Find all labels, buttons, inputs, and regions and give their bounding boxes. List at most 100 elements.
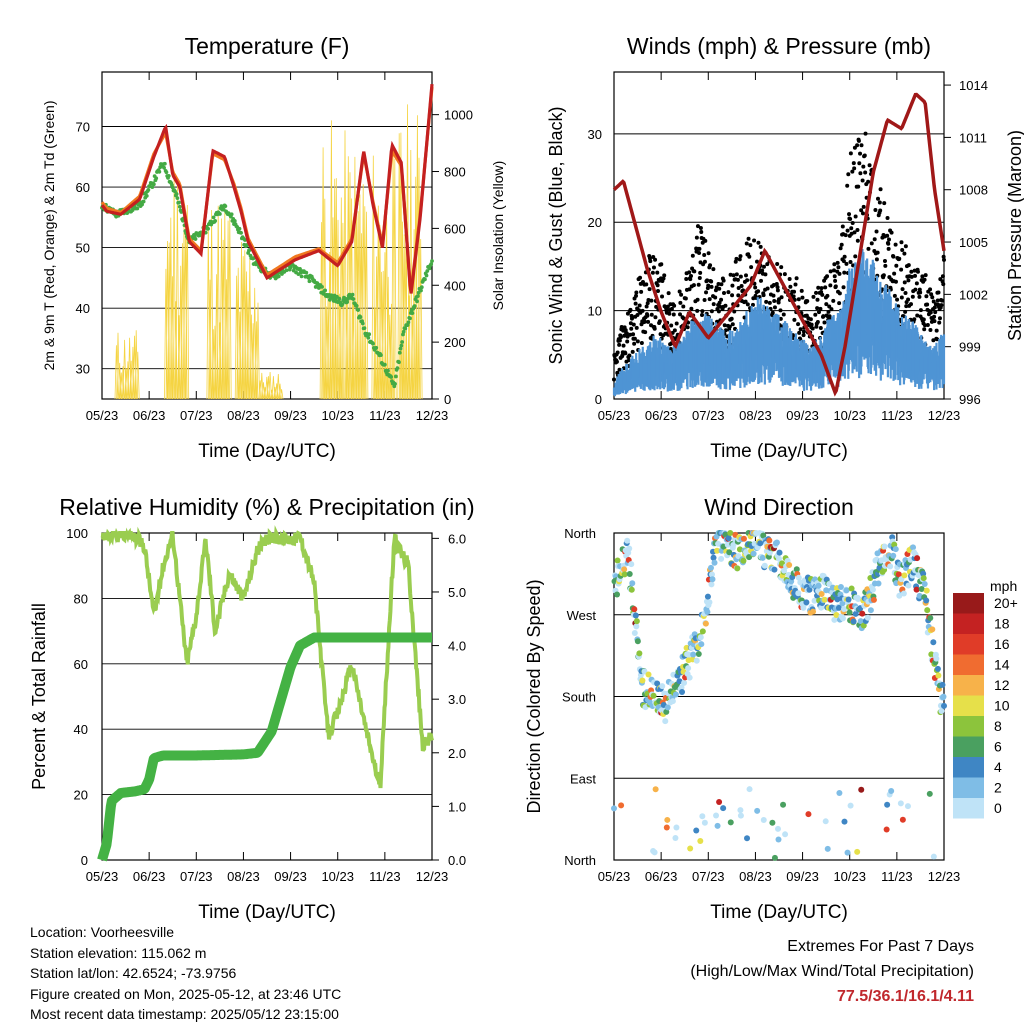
gust-point: [661, 276, 666, 281]
extremes-values: 77.5/36.1/16.1/4.11: [836, 988, 974, 1005]
direction-point: [923, 587, 930, 594]
gust-point: [756, 240, 761, 245]
direction-point: [639, 677, 646, 684]
gust-point: [912, 317, 917, 322]
direction-xtick-label: 07/23: [692, 869, 725, 884]
gust-point: [824, 302, 829, 307]
temperature-xtick-label: 08/23: [227, 408, 260, 423]
direction-point: [693, 657, 700, 664]
dewpoint-point: [389, 375, 394, 379]
gust-point: [899, 267, 904, 272]
gust-point: [848, 217, 853, 222]
direction-point: [715, 540, 722, 547]
dewpoint-point: [374, 345, 379, 350]
gust-point: [796, 322, 801, 327]
direction-point: [628, 586, 635, 593]
gust-point: [941, 282, 946, 287]
humidity-xtick-label: 05/23: [86, 869, 119, 884]
gust-point: [793, 282, 798, 287]
gust-point: [648, 259, 653, 264]
gust-point: [909, 302, 913, 307]
gust-point: [776, 300, 781, 305]
gust-point: [717, 286, 722, 291]
direction-point: [831, 616, 838, 623]
dewpoint-point: [284, 268, 289, 273]
gust-point: [690, 253, 695, 258]
gust-point: [840, 224, 845, 229]
direction-ytick-label: North: [564, 853, 596, 868]
legend-label: 8: [994, 718, 1002, 734]
gust-point: [623, 351, 628, 356]
humidity-xtick-label: 12/23: [416, 869, 449, 884]
gust-point: [801, 329, 806, 334]
humidity-y2tick-label: 5.0: [448, 585, 466, 600]
direction-point: [720, 805, 727, 812]
temperature-y2tick-label: 800: [444, 165, 466, 180]
gust-point: [852, 230, 857, 235]
winds-xtick-label: 05/23: [598, 408, 631, 423]
temperature-y2tick-label: 1000: [444, 108, 473, 123]
winds-xlabel: Time (Day/UTC): [710, 441, 848, 462]
direction-point: [636, 650, 643, 657]
direction-point: [725, 535, 732, 542]
winds-y2tick-label: 1008: [959, 183, 988, 198]
gust-point: [747, 254, 752, 259]
direction-point: [716, 798, 723, 805]
direction-point: [795, 574, 802, 581]
gust-point: [629, 326, 634, 331]
gust-point: [924, 294, 929, 299]
direction-point: [704, 593, 711, 600]
gust-point: [639, 289, 644, 294]
dewpoint-point: [424, 273, 429, 278]
dewpoint-point: [217, 212, 222, 216]
gust-point: [689, 274, 693, 279]
direction-point: [833, 612, 840, 619]
direction-point: [621, 571, 628, 578]
gust-point: [716, 309, 721, 314]
gust-point: [922, 277, 927, 282]
gust-point: [697, 276, 702, 281]
gust-point: [928, 328, 933, 333]
gust-point: [941, 254, 946, 259]
gust-point: [699, 229, 704, 234]
humidity-xtick-label: 07/23: [180, 869, 213, 884]
gust-point: [889, 230, 894, 235]
gust-point: [681, 304, 686, 309]
gust-point: [743, 299, 748, 304]
dewpoint-point: [304, 270, 309, 275]
winds-y2tick-label: 999: [959, 340, 981, 355]
direction-point: [850, 618, 857, 625]
gust-point: [615, 350, 620, 355]
direction-ylabel: Direction (Colored By Speed): [524, 579, 544, 813]
gust-point: [903, 309, 908, 314]
direction-point: [822, 818, 829, 825]
gust-point: [942, 257, 946, 262]
gust-point: [928, 310, 933, 315]
direction-point: [761, 562, 768, 569]
humidity-ytick-label: 60: [74, 657, 88, 672]
gust-point: [877, 200, 882, 205]
gust-point: [849, 226, 854, 231]
direction-point: [926, 790, 933, 797]
legend-label: 10: [994, 698, 1010, 714]
gust-point: [696, 282, 701, 287]
gust-point: [857, 161, 862, 166]
dewpoint-point: [307, 279, 312, 284]
dewpoint-point: [371, 341, 375, 346]
dewpoint-point: [367, 332, 372, 337]
gust-point: [816, 285, 821, 290]
gust-point: [735, 277, 740, 282]
direction-point: [892, 546, 899, 553]
direction-point: [704, 608, 711, 615]
direction-point: [650, 692, 657, 699]
gust-point: [818, 326, 823, 331]
direction-point: [672, 835, 679, 842]
dewpoint-point: [166, 174, 171, 178]
humidity-y2tick-label: 3.0: [448, 692, 466, 707]
dewpoint-point: [340, 302, 345, 307]
legend-swatch: [953, 757, 984, 778]
gust-point: [932, 314, 937, 319]
direction-point: [876, 564, 883, 571]
winds-ylabel: Sonic Wind & Gust (Blue, Black): [546, 106, 566, 364]
gust-point: [713, 295, 718, 300]
